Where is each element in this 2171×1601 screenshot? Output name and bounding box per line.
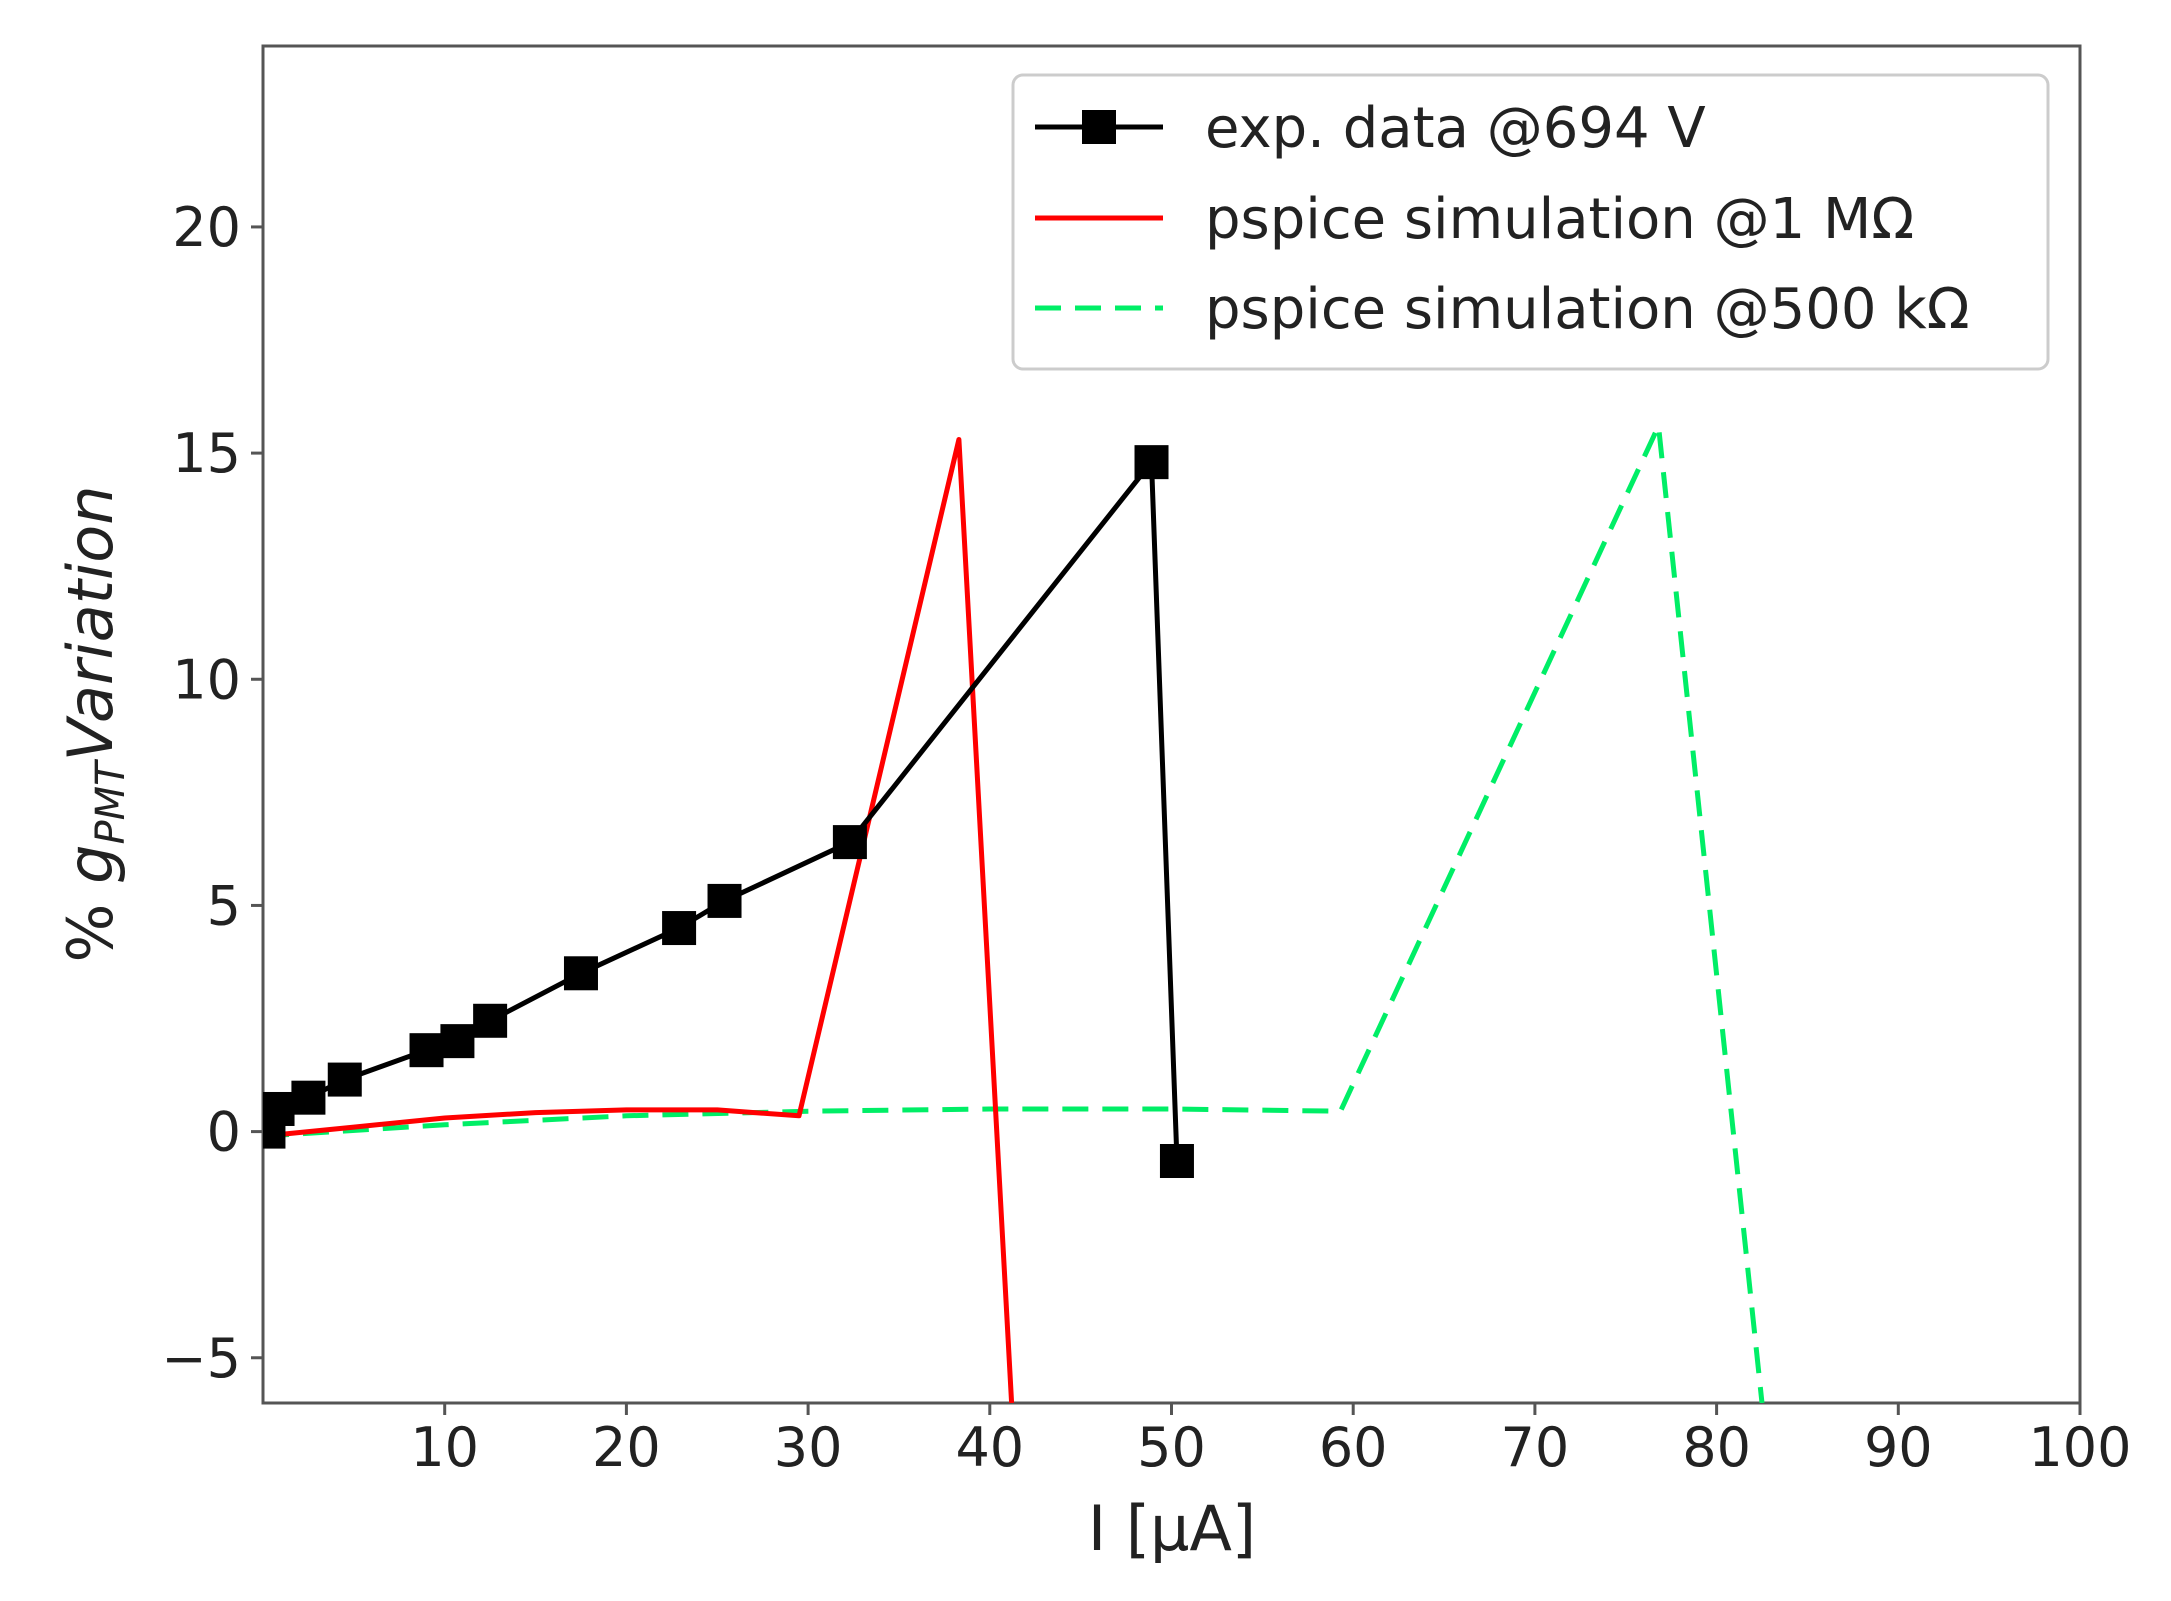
x-axis-label: I [μA]	[1088, 1492, 1256, 1565]
data-point	[662, 911, 697, 946]
x-tick-label: 90	[1864, 1416, 1933, 1479]
series-line-1	[263, 437, 1015, 1403]
y-tick-label: 10	[172, 648, 241, 711]
data-point	[291, 1080, 326, 1115]
y-tick-label: 20	[172, 196, 241, 259]
data-point	[409, 1033, 444, 1068]
legend-marker-exp-data	[1082, 110, 1116, 144]
y-tick-label: 15	[172, 422, 241, 485]
legend: exp. data @694 V pspice simulation @1 MΩ…	[1011, 73, 2050, 371]
series-line-2	[263, 423, 1765, 1403]
x-tick-label: 20	[592, 1416, 661, 1479]
y-axis-label-suffix: Variation	[54, 486, 127, 762]
x-tick-label: 50	[1137, 1416, 1206, 1479]
data-point	[263, 1091, 295, 1126]
y-axis-label-symbol: g	[54, 845, 127, 884]
data-point	[832, 825, 867, 860]
data-point	[327, 1062, 362, 1097]
data-point	[563, 956, 598, 991]
x-tick-label: 100	[2028, 1416, 2131, 1479]
x-tick-label: 60	[1319, 1416, 1388, 1479]
series-layer	[263, 423, 1765, 1403]
legend-box	[1011, 73, 2050, 371]
y-tick-label: 0	[207, 1101, 241, 1164]
legend-label-pspice-1m: pspice simulation @1 MΩ	[1205, 187, 1914, 252]
x-tick-label: 10	[410, 1416, 479, 1479]
x-tick-label: 40	[955, 1416, 1024, 1479]
x-tick-label: 30	[774, 1416, 843, 1479]
legend-label-exp-data: exp. data @694 V	[1205, 96, 1706, 161]
data-point	[440, 1024, 475, 1059]
y-axis-label: % gPMTVariation	[54, 486, 134, 963]
data-point	[1134, 445, 1169, 480]
data-point	[1159, 1144, 1194, 1179]
y-tick-label: −5	[161, 1327, 241, 1390]
y-tick-label: 5	[207, 874, 241, 937]
ticks-layer: 10 20 30 40 50 60 70 80 90 100 −5 0 5 10 15 20	[161, 196, 2131, 1479]
y-axis-label-subscript: PMT	[88, 758, 134, 845]
legend-label-pspice-500k: pspice simulation @500 kΩ	[1205, 277, 1970, 342]
x-tick-label: 80	[1682, 1416, 1751, 1479]
data-point	[707, 883, 742, 918]
x-tick-label: 70	[1501, 1416, 1570, 1479]
data-point	[473, 1003, 508, 1038]
y-axis-label-prefix: %	[54, 884, 127, 963]
